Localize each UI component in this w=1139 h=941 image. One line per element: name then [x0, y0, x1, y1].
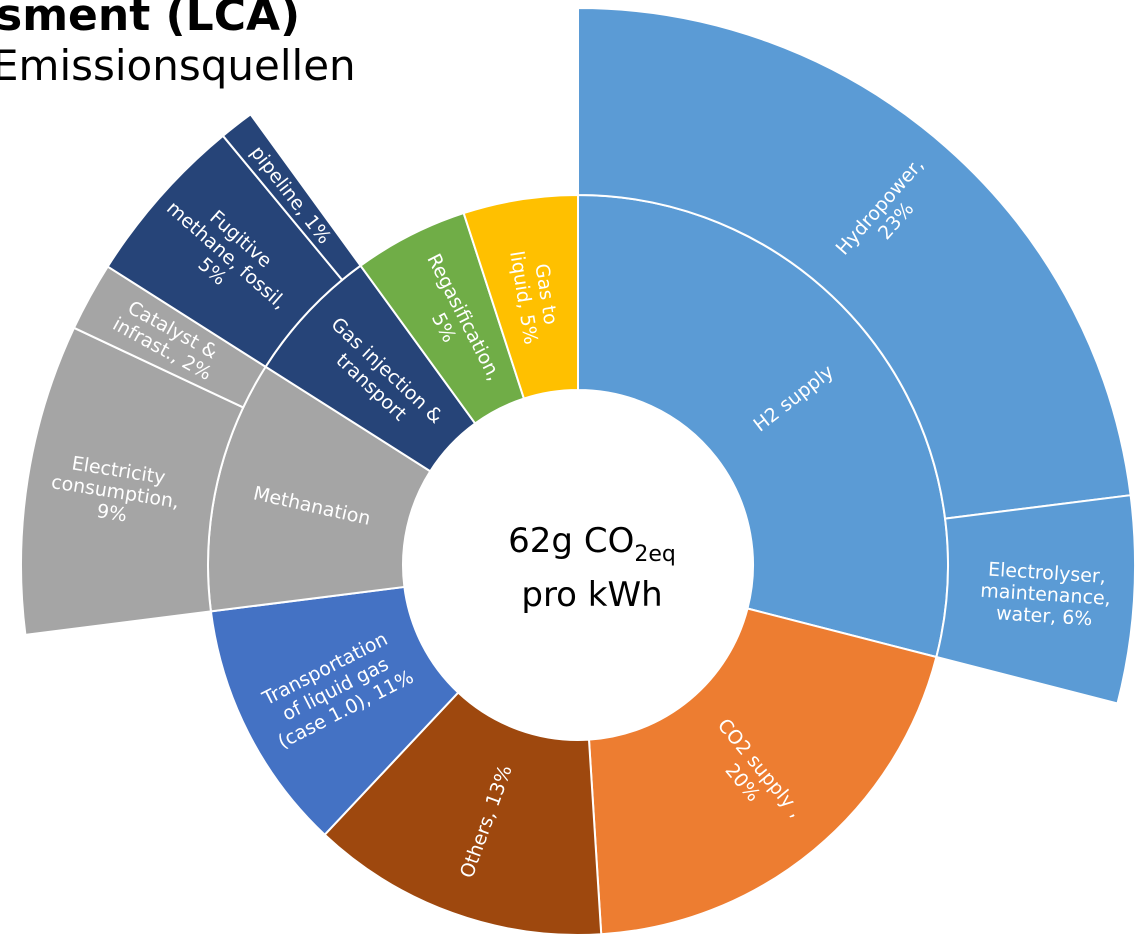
chart-subtitle: Emissionsquellen: [0, 41, 356, 90]
rings: H2 supplyHydropower,23%Electrolyser,main…: [20, 6, 1136, 936]
inner-segment: [462, 193, 579, 400]
outer-segment: [935, 494, 1136, 705]
center-subscript: 2eq: [634, 542, 676, 567]
outer-segment: [577, 6, 1132, 520]
center-line1: 62g CO: [508, 521, 634, 561]
inner-segment: [323, 691, 603, 936]
inner-segment: [209, 585, 460, 837]
center-label: 62g CO2eq: [508, 521, 676, 567]
segment-label-line: 9%: [95, 500, 128, 526]
center-line2: pro kWh: [521, 575, 662, 615]
segment-label: Electrolyser,maintenance,water, 6%: [978, 558, 1112, 631]
inner-segment: [587, 607, 938, 936]
chart-title: sment (LCA): [0, 0, 300, 41]
